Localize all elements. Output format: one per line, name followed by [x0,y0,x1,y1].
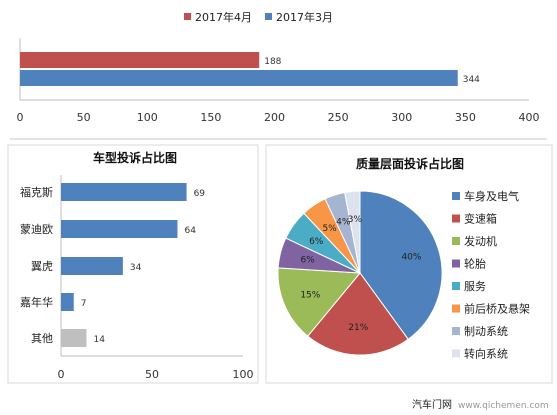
data-label: 7 [81,299,87,309]
x-tick-label: 200 [264,111,285,124]
legend-swatch [452,259,460,268]
pie-slice [277,267,362,337]
bar-0 [20,52,260,68]
category-label: 福克斯 [20,185,53,199]
slice-label: 15% [300,290,320,300]
bar [61,293,74,311]
legend-swatch [452,282,460,290]
data-label: 64 [184,226,196,236]
legend-label: 转向系统 [464,347,508,361]
bar-1 [20,70,458,86]
comparison-bar-chart: 2017年4月 2017年3月 188 344 0 50 100 150 200 250 300 35… [17,10,540,124]
slice-label: 4% [336,218,351,228]
data-label-1: 344 [463,75,480,85]
category-label: 翼虎 [31,260,53,273]
chart-title: 质量层面投诉占比图 [356,156,464,171]
x-tick-label: 0 [17,111,24,124]
data-label: 14 [93,335,105,345]
category-label: 其他 [31,332,53,345]
legend-label: 制动系统 [464,325,508,338]
legend-swatch-0 [184,13,191,20]
category-label: 蒙迪欧 [20,223,53,236]
bar [61,257,123,275]
legend-swatch [452,304,460,313]
slice-label: 40% [401,252,421,262]
pie-slice [307,272,409,356]
x-tick-label: 50 [77,111,91,124]
x-tick-label: 150 [200,111,221,124]
data-label: 69 [194,189,206,199]
legend-swatch [452,192,460,200]
slice-label: 6% [309,237,324,247]
category-label: 嘉年华 [20,295,53,309]
legend-swatch-1 [265,13,272,20]
legend-swatch [452,214,460,223]
x-tick-label: 400 [519,111,540,124]
x-tick-label: 100 [233,368,254,381]
x-tick-label: 300 [391,111,412,124]
chart-border [7,144,259,384]
legend-swatch [452,237,460,245]
legend-label: 变速箱 [464,212,497,226]
bar [61,183,187,201]
x-tick-label: 0 [58,368,65,381]
pie-slice [344,190,361,274]
legend-swatch [452,349,460,358]
slice-label: 3% [348,215,363,225]
bar [61,329,87,347]
legend-label: 前后桥及悬架 [464,302,530,316]
slice-label: 6% [300,256,315,266]
chart-title: 车型投诉占比图 [93,150,177,165]
x-tick-label: 250 [328,111,349,124]
source-label: 汽车门网 [412,398,452,411]
slice-label: 21% [348,323,368,333]
legend-label: 服务 [464,280,486,293]
legend-swatch [452,327,460,335]
slice-label: 5% [322,224,337,234]
bar [61,220,178,238]
x-tick-label: 50 [145,368,159,381]
legend-label-1: 2017年3月 [276,10,333,24]
legend-label: 车身及电气 [464,189,519,203]
legend-label: 发动机 [464,234,497,248]
legend-label: 轮胎 [464,257,486,271]
data-label: 34 [130,263,142,273]
legend-label-0: 2017年4月 [195,10,252,24]
chart-border [265,144,553,384]
footer: 汽车门网 www.qichemen.com [412,398,549,411]
data-label-0: 188 [264,57,281,67]
x-tick-label: 100 [137,111,158,124]
source-url: www.qichemen.com [458,401,549,411]
pie-slice [359,190,443,341]
x-tick-label: 350 [455,111,476,124]
quality-complaint-pie-chart: 质量层面投诉占比图 40% 21% 15% 6% 6% 5%4%3% 车身及电气变速箱发动机轮… [265,144,553,384]
